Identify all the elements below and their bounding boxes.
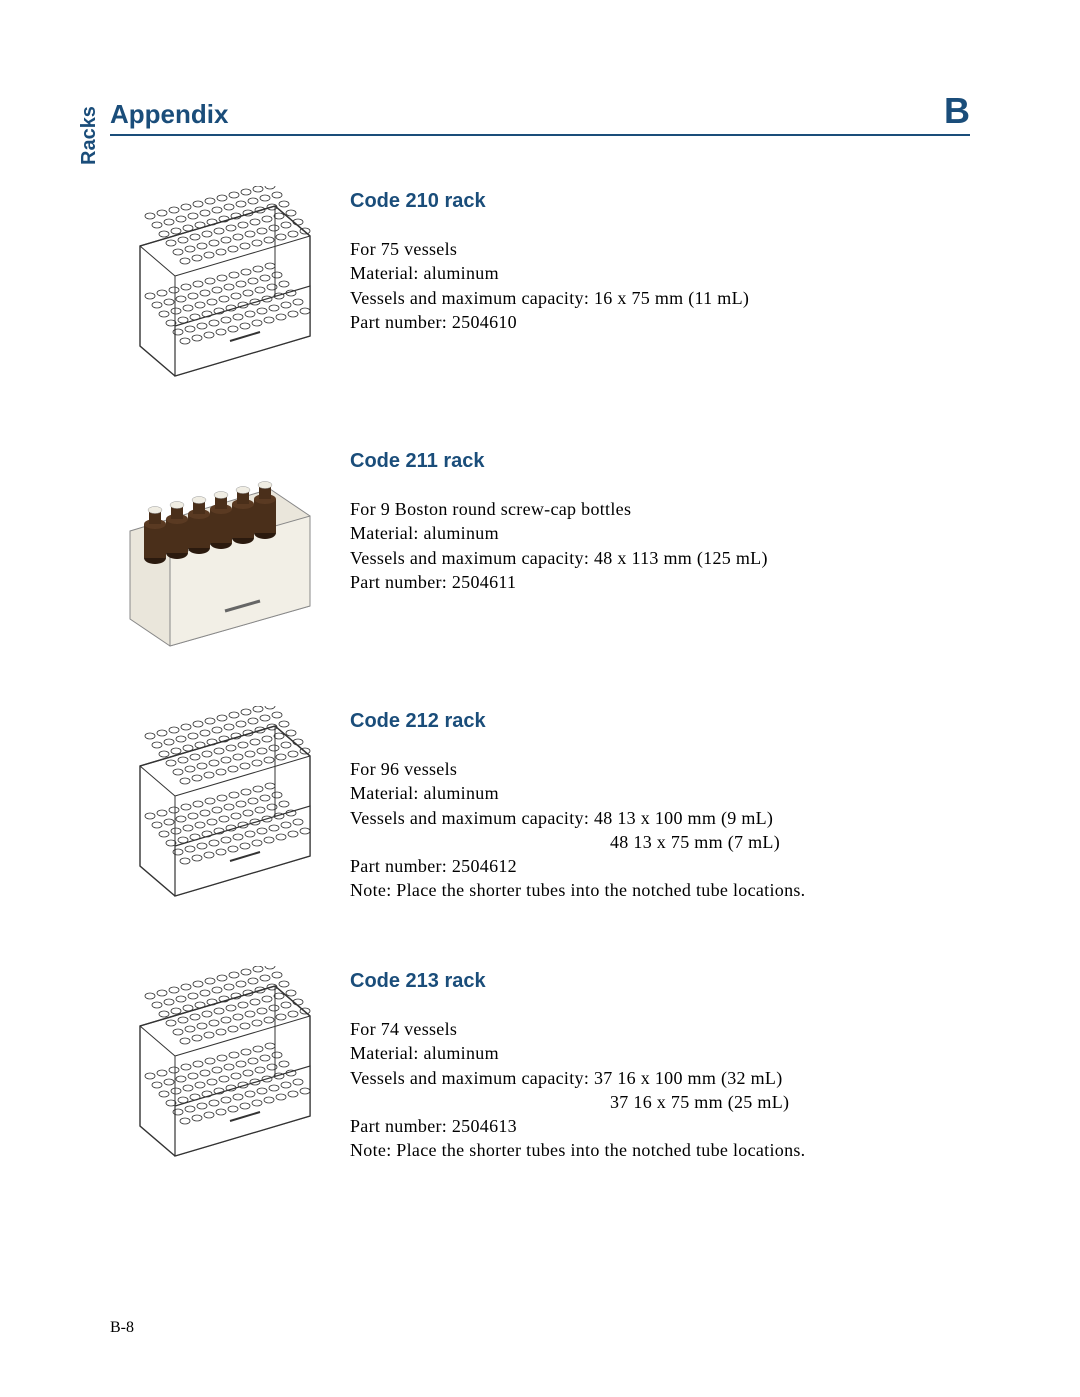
rack-body: For 96 vesselsMaterial: aluminumVessels …	[350, 757, 970, 903]
appendix-letter: B	[944, 90, 970, 132]
page-number: B-8	[110, 1319, 134, 1337]
entries-container: Code 210 rackFor 75 vesselsMaterial: alu…	[110, 186, 970, 1176]
rack-illustration	[110, 966, 320, 1176]
rack-body-line: Part number: 2504613	[350, 1114, 970, 1138]
rack-body-line: Vessels and maximum capacity: 48 13 x 10…	[350, 806, 970, 830]
rack-entry: Code 211 rack For 9 Boston round screw-ca…	[110, 446, 970, 656]
rack-text: Code 211 rack For 9 Boston round screw-ca…	[350, 446, 970, 594]
rack-title: Code 211 rack	[350, 450, 970, 473]
rack-text: Code 213 rack For 74 vesselsMaterial: alu…	[350, 966, 970, 1163]
rack-body-line: Vessels and maximum capacity: 16 x 75 mm…	[350, 286, 970, 310]
rack-entry: Code 210 rack For 75 vesselsMaterial: alu…	[110, 186, 970, 396]
rack-entry: Code 212 rack For 96 vesselsMaterial: alu…	[110, 706, 970, 916]
rack-body-line: For 75 vessels	[350, 237, 970, 261]
side-tab-racks: Racks	[78, 106, 101, 165]
appendix-title: Appendix	[110, 99, 228, 130]
rack-body-line: Material: aluminum	[350, 261, 970, 285]
rack-body-line: Vessels and maximum capacity: 37 16 x 10…	[350, 1066, 970, 1090]
rack-body-line: Material: aluminum	[350, 521, 970, 545]
rack-capacity-extra: 37 16 x 75 mm (25 mL)	[350, 1090, 970, 1114]
rack-body-line: Vessels and maximum capacity: 48 x 113 m…	[350, 546, 970, 570]
rack-body-line: Part number: 2504610	[350, 310, 970, 334]
rack-text: Code 212 rack For 96 vesselsMaterial: alu…	[350, 706, 970, 903]
rack-body-line: Material: aluminum	[350, 1041, 970, 1065]
rack-text: Code 210 rack For 75 vesselsMaterial: alu…	[350, 186, 970, 334]
rack-body: For 9 Boston round screw-cap bottlesMate…	[350, 497, 970, 594]
rack-title: Code 212 rack	[350, 710, 970, 733]
rack-body-line: For 9 Boston round screw-cap bottles	[350, 497, 970, 521]
rack-capacity-extra: 48 13 x 75 mm (7 mL)	[350, 830, 970, 854]
rack-illustration	[110, 446, 320, 656]
rack-title: Code 213 rack	[350, 970, 970, 993]
rack-body-line: Note: Place the shorter tubes into the n…	[350, 1138, 970, 1162]
rack-body-line: Part number: 2504611	[350, 570, 970, 594]
rack-body-line: Material: aluminum	[350, 781, 970, 805]
rack-body-line: Note: Place the shorter tubes into the n…	[350, 878, 970, 902]
rack-body-line: For 74 vessels	[350, 1017, 970, 1041]
rack-illustration	[110, 706, 320, 916]
rack-body: For 75 vesselsMaterial: aluminumVessels …	[350, 237, 970, 334]
rack-illustration	[110, 186, 320, 396]
rack-body-line: For 96 vessels	[350, 757, 970, 781]
rack-entry: Code 213 rack For 74 vesselsMaterial: alu…	[110, 966, 970, 1176]
rack-title: Code 210 rack	[350, 190, 970, 213]
appendix-header: Appendix B	[110, 90, 970, 136]
rack-body-line: Part number: 2504612	[350, 854, 970, 878]
rack-body: For 74 vesselsMaterial: aluminumVessels …	[350, 1017, 970, 1163]
